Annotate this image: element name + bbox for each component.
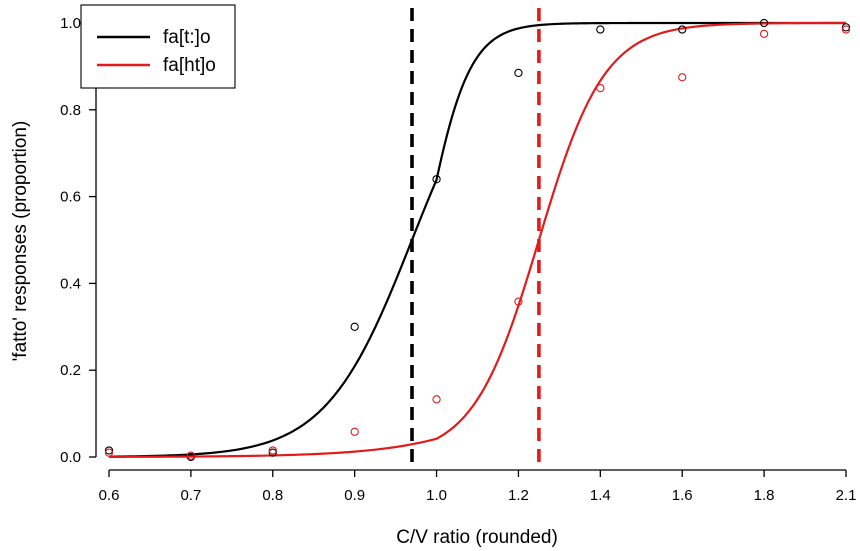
y-tick-label: 0.0: [60, 449, 81, 466]
y-axis: 0.0 0.2 0.4 0.6 0.8 1.0: [60, 15, 97, 466]
data-point: [432, 175, 441, 184]
x-tick-label: 0.8: [262, 487, 283, 504]
legend-label: fa[t:]o: [163, 27, 211, 48]
data-point: [841, 23, 851, 32]
y-tick-label: 1.0: [60, 15, 81, 32]
data-point: [514, 68, 523, 78]
data-point: [759, 29, 769, 38]
y-tick-label: 0.6: [60, 189, 81, 206]
x-tick-label: 1.0: [426, 487, 447, 504]
x-axis: 0.6 0.7 0.8 0.9 1.0 1.2 1.4 1.6 1.8 2.1: [99, 469, 857, 504]
legend: fa[t:]o fa[ht]o: [80, 4, 236, 89]
data-point: [678, 73, 687, 82]
data-point: [514, 297, 523, 306]
x-tick-label: 1.6: [672, 487, 693, 504]
x-tick-label: 1.4: [590, 487, 611, 504]
fitted-curve: [108, 21, 846, 458]
data-point: [678, 25, 687, 34]
x-tick-label: 0.7: [180, 487, 201, 504]
y-tick-label: 0.2: [60, 362, 81, 379]
x-tick-label: 0.6: [99, 487, 120, 504]
data-point: [268, 448, 277, 457]
data-point: [350, 427, 359, 436]
x-tick-label: 2.1: [836, 487, 857, 504]
y-axis-title: 'fatto' responses (proportion): [10, 121, 31, 362]
x-tick-label: 1.8: [754, 487, 775, 504]
y-tick-label: 0.8: [60, 102, 81, 119]
y-tick-label: 0.4: [60, 275, 81, 292]
x-tick-label: 1.2: [508, 487, 529, 504]
data-point: [759, 18, 769, 28]
data-point: [841, 25, 851, 34]
legend-label: fa[ht]o: [163, 55, 216, 76]
data-point: [268, 446, 277, 455]
x-axis-title: C/V ratio (rounded): [396, 527, 558, 548]
x-tick-label: 0.9: [344, 487, 365, 504]
data-point: [432, 395, 441, 404]
data-point: [186, 451, 196, 460]
data-point: [596, 83, 605, 93]
data-point: [104, 446, 114, 455]
data-point: [596, 25, 605, 34]
data-point: [104, 448, 114, 457]
plot-area: [104, 8, 851, 470]
legend-box: [80, 4, 236, 89]
data-point: [350, 322, 359, 331]
